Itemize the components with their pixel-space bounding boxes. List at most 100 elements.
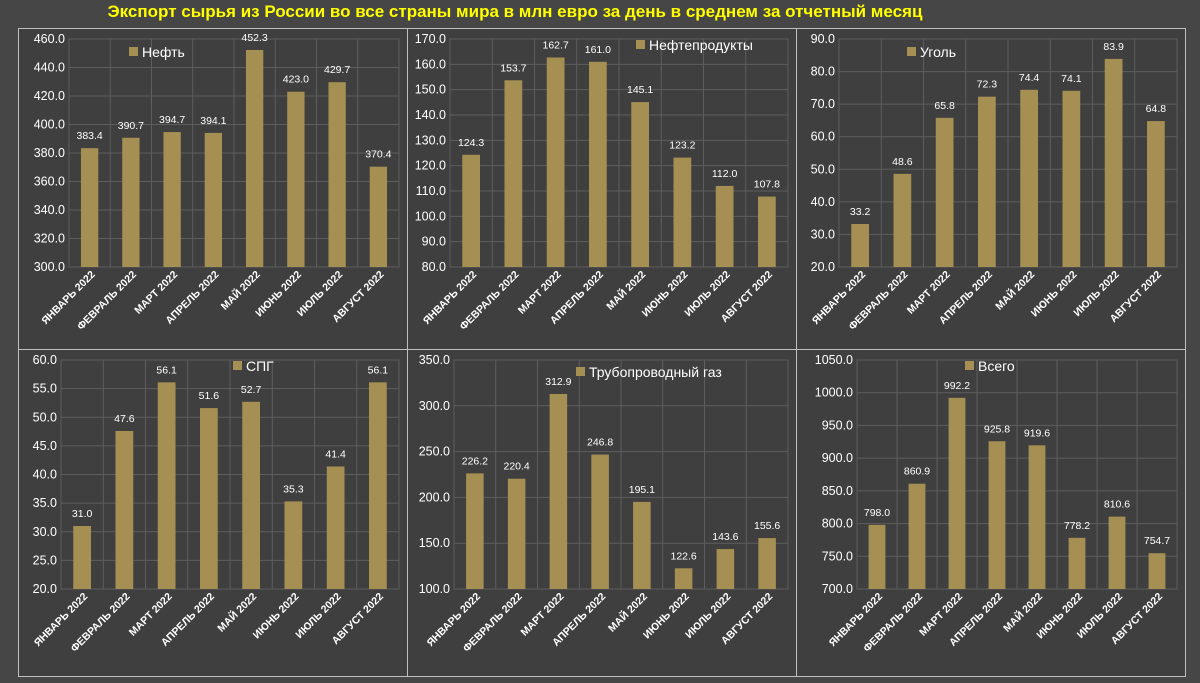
data-label: 992.2: [944, 380, 970, 392]
y-tick-label: 150.0: [415, 83, 446, 97]
bar: [157, 382, 176, 589]
legend-swatch: [233, 361, 242, 370]
y-tick-label: 110.0: [416, 184, 446, 198]
data-label: 65.8: [934, 100, 955, 112]
legend-label: Нефтепродукты: [649, 37, 753, 53]
category-label: МАЙ 2022: [993, 268, 1038, 313]
data-label: 394.1: [200, 115, 226, 127]
data-label: 35.3: [283, 483, 304, 495]
bar: [549, 393, 568, 589]
bar: [369, 382, 387, 589]
data-label: 122.6: [670, 550, 696, 562]
legend-label: СПГ: [246, 358, 274, 374]
data-label: 390.7: [118, 120, 144, 132]
bar: [589, 61, 607, 267]
data-label: 423.0: [283, 74, 309, 86]
data-label: 195.1: [629, 484, 655, 496]
data-label: 72.3: [977, 79, 998, 91]
y-tick-label: 340.0: [34, 203, 65, 217]
data-label: 33.2: [850, 206, 871, 218]
y-tick-label: 50.0: [811, 162, 835, 176]
y-tick-label: 90.0: [422, 235, 446, 249]
bar: [988, 441, 1006, 589]
data-label: 153.7: [500, 62, 526, 74]
y-tick-label: 300.0: [419, 399, 450, 413]
y-tick-label: 700.0: [822, 582, 853, 596]
y-tick-label: 100.0: [419, 582, 450, 596]
data-label: 860.9: [904, 466, 930, 478]
data-label: 925.8: [984, 423, 1010, 435]
data-label: 155.6: [754, 520, 780, 532]
bar: [674, 568, 693, 589]
data-label: 31.0: [72, 508, 93, 520]
data-label: 429.7: [324, 64, 350, 76]
bar: [935, 117, 954, 267]
data-label: 312.9: [545, 376, 571, 388]
y-tick-label: 850.0: [822, 484, 853, 498]
data-label: 162.7: [542, 39, 568, 51]
category-label: МАЙ 2022: [604, 268, 649, 313]
y-tick-label: 140.0: [415, 108, 446, 122]
data-label: 246.8: [587, 437, 613, 449]
bar: [673, 157, 692, 267]
chart-panel-oil: 300.0 320.0 340.0 360.0 380.0 400.0 420.0 440.0…: [18, 28, 408, 350]
data-label: 798.0: [864, 507, 890, 519]
bar: [466, 473, 484, 589]
bar: [1028, 445, 1046, 589]
bar: [245, 49, 264, 267]
legend-label: Трубопроводный газ: [589, 364, 722, 380]
pipeline-gas-chart: 100.0150.0200.0250.0300.0350.0226.2ЯНВАР…: [419, 353, 789, 655]
data-label: 41.4: [325, 448, 346, 460]
data-label: 107.8: [754, 179, 780, 191]
bar: [122, 137, 140, 267]
category-label: МАЙ 2022: [605, 590, 650, 635]
category-label: МАЙ 2022: [218, 268, 263, 313]
bar: [1104, 58, 1123, 267]
category-label: МАЙ 2022: [215, 590, 260, 635]
y-tick-label: 440.0: [34, 61, 65, 75]
bar: [242, 401, 260, 589]
y-tick-label: 50.0: [33, 410, 57, 424]
bar: [1147, 121, 1165, 267]
data-label: 919.6: [1024, 427, 1050, 439]
data-label: 47.6: [114, 413, 135, 425]
legend-label: Нефть: [142, 44, 185, 60]
chart-panel-pipeline-gas: 100.0 150.0 200.0 250.0 300.0 350.0 226.2 ЯНВАР…: [407, 349, 797, 677]
bar: [868, 524, 886, 589]
y-tick-label: 90.0: [811, 32, 835, 46]
y-tick-label: 25.0: [33, 553, 57, 567]
bar: [978, 96, 996, 267]
data-label: 810.6: [1104, 499, 1130, 511]
data-label: 383.4: [76, 130, 102, 142]
y-tick-label: 60.0: [33, 353, 57, 367]
data-label: 143.6: [712, 531, 738, 543]
y-tick-label: 45.0: [33, 439, 57, 453]
bar: [326, 466, 345, 589]
data-label: 74.4: [1019, 72, 1040, 84]
y-tick-label: 900.0: [822, 451, 853, 465]
oil-chart: 300.0 320.0 340.0 360.0 380.0 400.0 420.0 440.0…: [34, 32, 400, 333]
bar: [504, 80, 523, 267]
legend-swatch: [965, 361, 974, 370]
data-label: 123.2: [669, 140, 695, 152]
lng-chart: 20.0 25.0 30.0 35.0 40.0 45.0 50.0 55.0 60.0 31.0…: [32, 353, 400, 655]
y-tick-label: 35.0: [33, 496, 57, 510]
oil-products-chart: 80.0 90.0 100.0 110.0 120.0 130.0 140.0 150.0 16…: [415, 32, 789, 333]
bar: [948, 397, 966, 589]
y-tick-label: 1050.0: [815, 353, 853, 367]
bar: [631, 102, 649, 267]
chart-panel-total: 700.0 750.0 800.0 850.0 900.0 950.0 1000.0 1050…: [796, 349, 1186, 677]
bar: [115, 430, 134, 589]
data-label: 48.6: [892, 156, 913, 168]
bar: [369, 166, 388, 267]
legend-swatch: [129, 47, 138, 56]
y-tick-label: 950.0: [822, 418, 853, 432]
y-tick-label: 40.0: [811, 195, 835, 209]
y-tick-label: 55.0: [33, 382, 57, 396]
data-label: 74.1: [1061, 73, 1082, 85]
bar: [908, 483, 926, 589]
bar: [204, 132, 223, 267]
data-label: 161.0: [585, 44, 611, 56]
y-tick-label: 20.0: [811, 260, 835, 274]
legend-label: Всего: [978, 358, 1015, 374]
